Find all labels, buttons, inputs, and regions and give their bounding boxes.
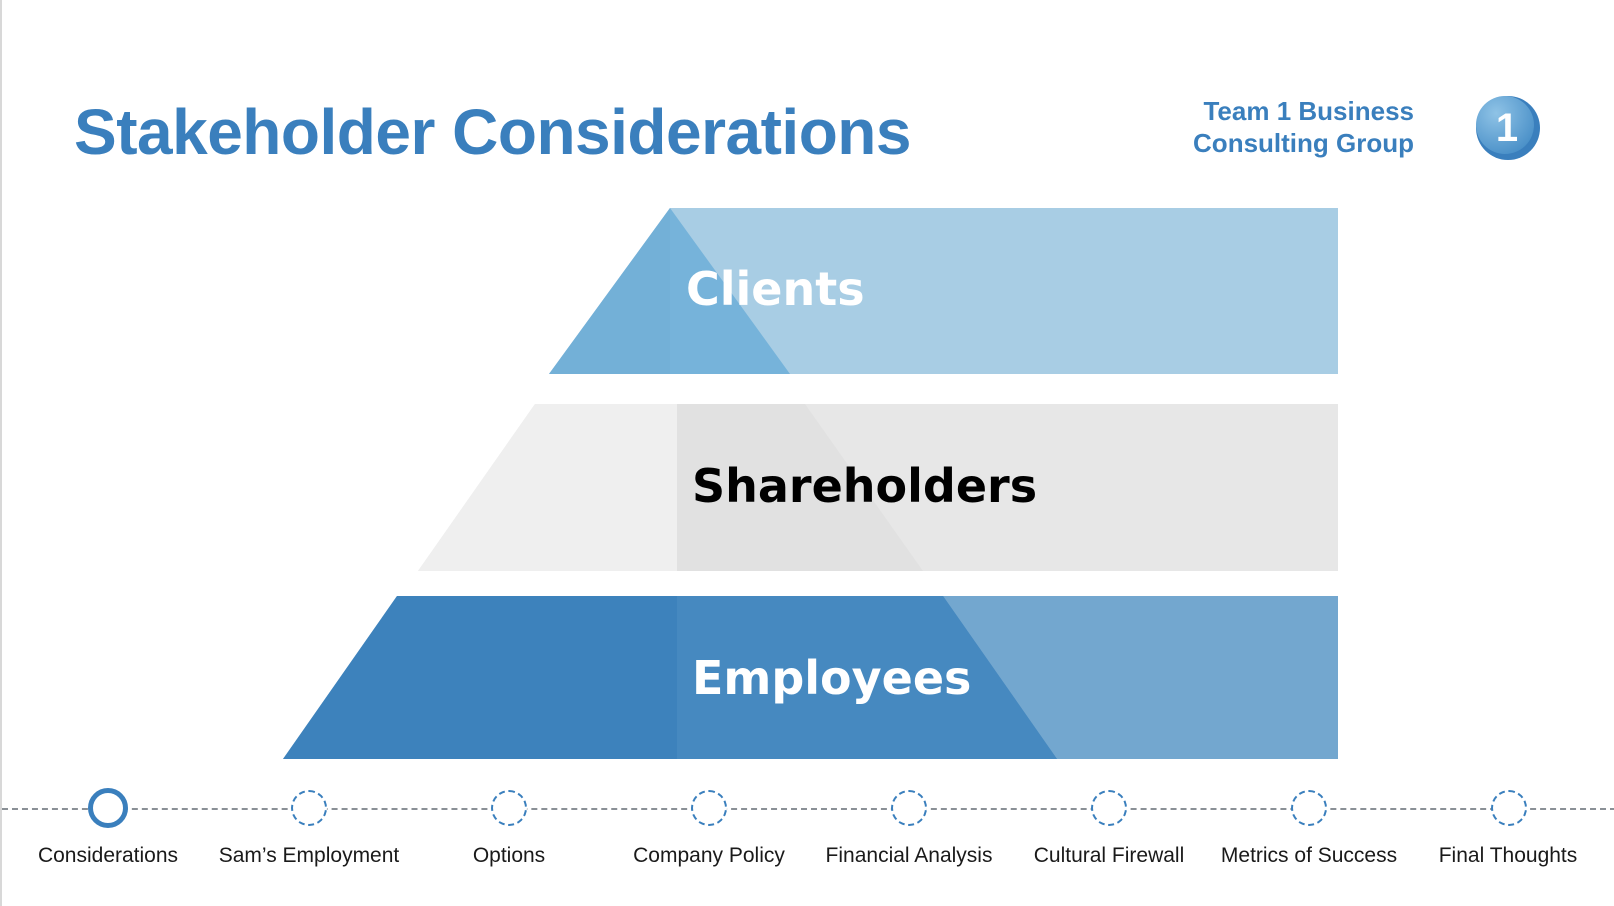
nav-node-financial-analysis[interactable] (891, 790, 927, 826)
brand-line-1: Team 1 Business (1203, 96, 1414, 126)
pyramid-tier-employees (283, 596, 1338, 759)
nav-label-options[interactable]: Options (472, 844, 546, 867)
tier-shareholders-wedge (677, 404, 923, 571)
nav-node-sams-employment[interactable] (291, 790, 327, 826)
tier-employees-shade (677, 596, 1057, 759)
nav-node-considerations[interactable] (88, 788, 128, 828)
pyramid-tier-clients (549, 208, 1338, 374)
nav-node-cultural-firewall[interactable] (1091, 790, 1127, 826)
tier-label-employees: Employees (692, 651, 972, 705)
nav-node-final-thoughts[interactable] (1491, 790, 1527, 826)
tier-label-shareholders: Shareholders (692, 459, 1038, 513)
tier-clients-shade (549, 208, 670, 374)
nav-label-considerations[interactable]: Considerations (37, 844, 179, 867)
nav-node-metrics-of-success[interactable] (1291, 790, 1327, 826)
brand-name: Team 1 Business Consulting Group (1193, 95, 1414, 159)
nav-node-company-policy[interactable] (691, 790, 727, 826)
tier-shareholders-left (418, 404, 677, 571)
page-title: Stakeholder Considerations (74, 96, 911, 168)
nav-label-sams-employment[interactable]: Sam’s Employment (218, 844, 400, 867)
pyramid-tier-shareholders (418, 404, 1338, 571)
nav-node-options[interactable] (491, 790, 527, 826)
brand-line-2: Consulting Group (1193, 128, 1414, 158)
nav-label-financial-analysis[interactable]: Financial Analysis (825, 844, 993, 867)
nav-label-metrics-of-success[interactable]: Metrics of Success (1220, 844, 1398, 867)
nav-label-final-thoughts[interactable]: Final Thoughts (1438, 844, 1578, 867)
timeline-track (2, 808, 1614, 810)
nav-label-cultural-firewall[interactable]: Cultural Firewall (1033, 844, 1185, 867)
nav-label-company-policy[interactable]: Company Policy (633, 844, 785, 867)
numbered-circle-logo-icon: 1 (1476, 96, 1540, 160)
tier-label-clients: Clients (686, 262, 865, 316)
logo-number: 1 (1496, 106, 1518, 150)
